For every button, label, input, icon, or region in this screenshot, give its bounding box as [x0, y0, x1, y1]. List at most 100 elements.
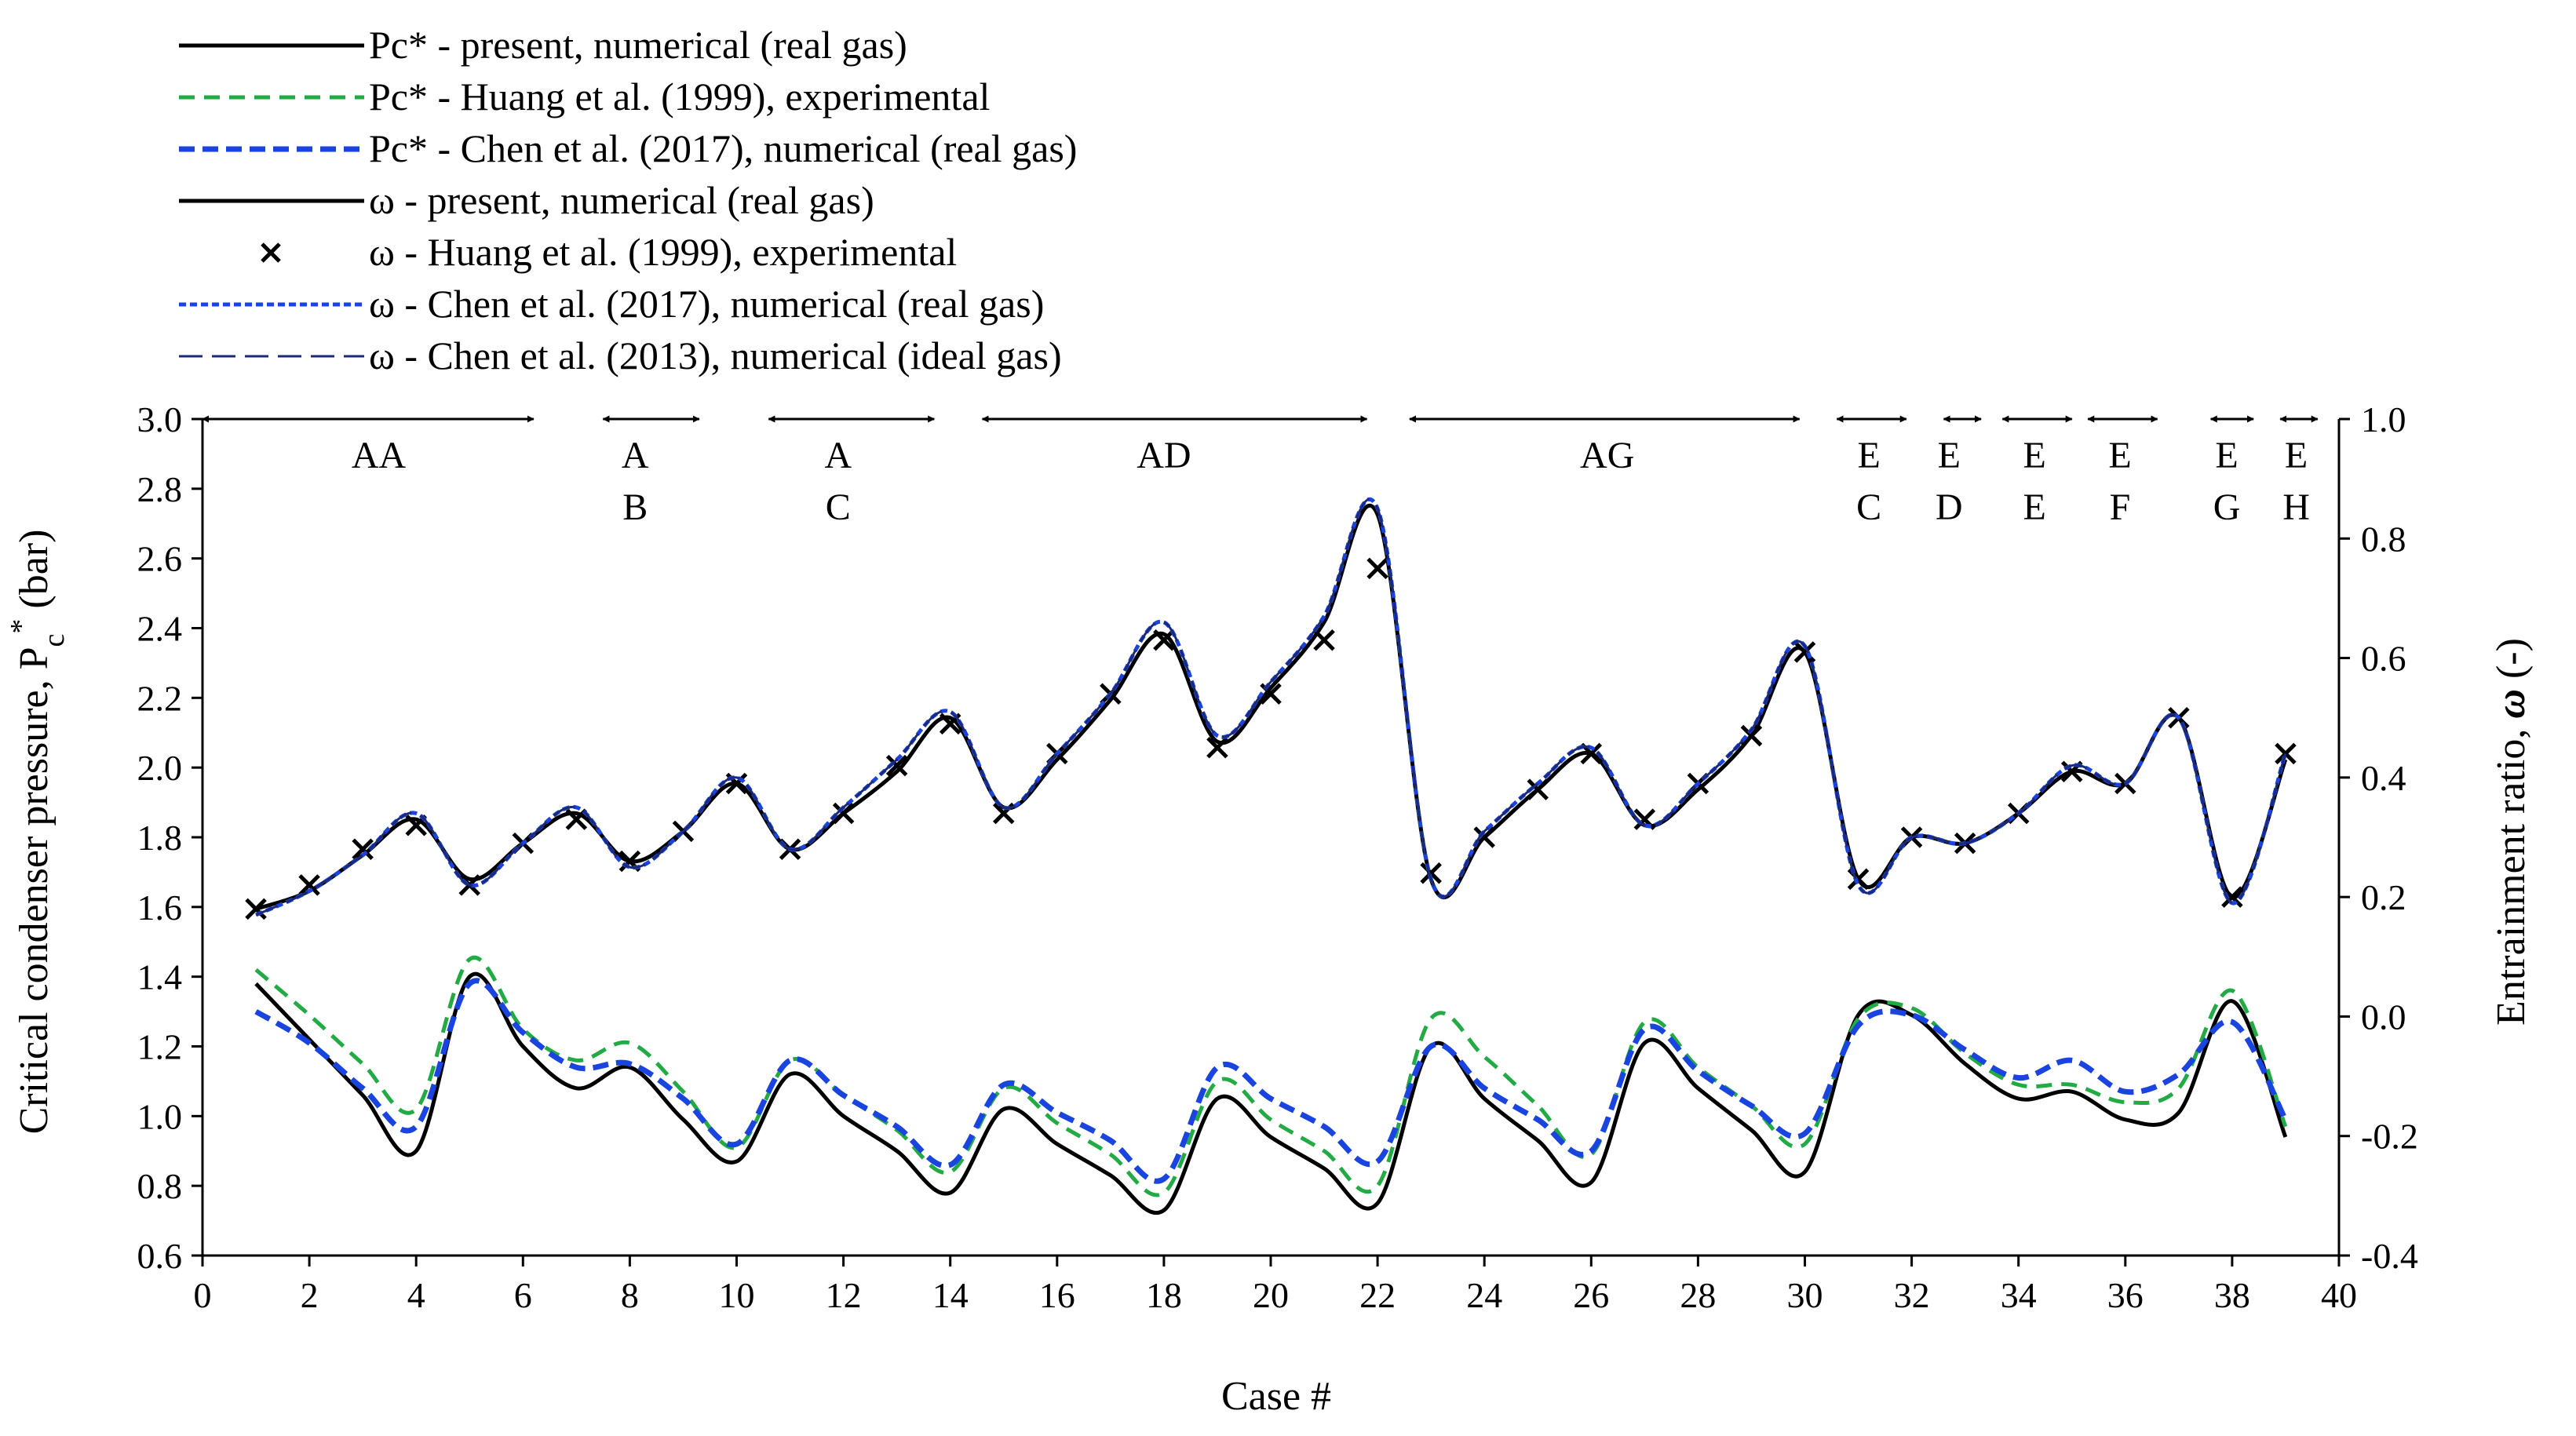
y-left-tick-label: 1.6 [137, 887, 183, 928]
data-point-case-3 [352, 838, 374, 860]
y-left-tick-label: 1.0 [137, 1096, 183, 1136]
region-label: G [2213, 487, 2241, 528]
y-left-tick-label: 2.2 [137, 678, 183, 718]
y-left-tick-label: 3.0 [137, 399, 183, 439]
y-left-tick-label: 2.8 [137, 469, 183, 509]
region-label: AD [1137, 435, 1191, 476]
series-line [255, 504, 2288, 911]
y-left-tick-label: 2.0 [137, 748, 183, 788]
y-right-tick-label: 0.4 [2361, 758, 2406, 798]
y-right-axis-title: Entrainment ratio, ω (-) [2489, 638, 2534, 1026]
legend-item-4: ω - Huang et al. (1999), experimental [261, 230, 957, 274]
series-3 [255, 504, 2288, 911]
series-line [254, 955, 2288, 1197]
data-point-case-2 [298, 874, 320, 896]
y-right-tick-label: -0.2 [2361, 1117, 2418, 1157]
x-tick-label: 28 [1680, 1275, 1716, 1315]
region-annotation: EG [2209, 415, 2255, 528]
x-marker-stroke [1847, 868, 1870, 891]
legend-item-2: Pc* - Chen et al. (2017), numerical (rea… [179, 126, 1077, 170]
x-marker-stroke [832, 802, 855, 825]
region-annotation: EF [2087, 415, 2158, 528]
x-tick-label: 2 [301, 1275, 319, 1315]
x-tick-label: 14 [932, 1275, 969, 1315]
x-marker-stroke [2275, 742, 2297, 765]
x-marker-stroke [245, 898, 267, 920]
y-left-tick-label: 1.4 [137, 957, 183, 997]
x-tick-label: 10 [719, 1275, 755, 1315]
x-marker-stroke [1633, 808, 1656, 830]
x-marker-stroke [1153, 629, 1175, 651]
legend-label: ω - Chen et al. (2013), numerical (ideal… [369, 333, 1062, 377]
x-marker-stroke [1580, 742, 1603, 765]
x-marker-stroke [885, 754, 908, 777]
data-point-case-1 [245, 898, 267, 920]
region-label: AA [352, 435, 407, 476]
x-tick-label: 24 [1466, 1275, 1502, 1315]
region-label: E [2285, 435, 2308, 476]
y-right-tick-label: -0.4 [2361, 1236, 2418, 1276]
y-right-tick-label: 0.2 [2361, 877, 2406, 917]
series-line [255, 497, 2288, 917]
legend-item-1: Pc* - Huang et al. (1999), experimental [179, 75, 990, 118]
series-1 [254, 955, 2288, 1197]
legend-label: Pc* - present, numerical (real gas) [369, 23, 907, 67]
region-label: H [2282, 487, 2310, 528]
data-point-case-12 [832, 802, 855, 825]
x-tick-label: 4 [407, 1275, 425, 1315]
region-annotation: AC [768, 415, 936, 528]
legend-item-0: Pc* - present, numerical (real gas) [179, 23, 907, 67]
region-annotation: AB [602, 415, 700, 528]
data-point-case-19 [1206, 737, 1228, 759]
data-point-case-23 [1420, 862, 1442, 884]
series-line [255, 498, 2287, 917]
legend-label: Pc* - Chen et al. (2017), numerical (rea… [369, 126, 1077, 170]
x-tick-label: 40 [2321, 1275, 2357, 1315]
x-marker-stroke [1740, 724, 1763, 747]
y-left-tick-label: 2.6 [137, 539, 183, 579]
x-marker-stroke [1793, 641, 1816, 663]
series-5 [255, 497, 2288, 917]
region-annotation: ED [1936, 415, 1982, 528]
region-label: E [1938, 435, 1961, 476]
x-marker-stroke [1206, 737, 1228, 759]
region-annotation: EC [1836, 415, 1907, 528]
x-marker-stroke [1260, 683, 1282, 705]
region-label: E [2023, 435, 2045, 476]
x-tick-label: 22 [1359, 1275, 1396, 1315]
x-marker-stroke [2221, 886, 2243, 908]
x-tick-label: 34 [2001, 1275, 2037, 1315]
region-annotation: EE [2001, 415, 2073, 528]
x-tick-label: 36 [2107, 1275, 2144, 1315]
x-tick-label: 12 [826, 1275, 862, 1315]
region-annotation: AD [981, 415, 1368, 476]
region-label: A [622, 435, 649, 476]
x-tick-label: 20 [1253, 1275, 1289, 1315]
series-6 [255, 498, 2287, 917]
y-left-tick-label: 0.8 [137, 1166, 183, 1206]
region-annotation: AA [202, 415, 535, 476]
region-label: A [824, 435, 852, 476]
x-marker-stroke [261, 242, 281, 263]
region-label: B [622, 487, 648, 528]
x-tick-label: 38 [2214, 1275, 2250, 1315]
series-2 [254, 978, 2289, 1184]
region-label: AG [1580, 435, 1634, 476]
y-right-tick-label: 0.0 [2361, 997, 2406, 1037]
series-4 [245, 557, 2297, 920]
x-marker-stroke [1473, 826, 1495, 848]
data-point-case-13 [885, 754, 908, 777]
data-point-case-24 [1473, 826, 1495, 848]
x-axis-title: Case # [1221, 1374, 1331, 1419]
region-label: C [1856, 487, 1881, 528]
data-point-case-18 [1153, 629, 1175, 651]
legend-item-6: ω - Chen et al. (2013), numerical (ideal… [179, 333, 1062, 377]
y-right-tick-label: 0.8 [2361, 519, 2406, 559]
x-tick-label: 30 [1787, 1275, 1823, 1315]
x-tick-label: 26 [1573, 1275, 1609, 1315]
axis-titles: Case # Critical condenser pressure, Pc* … [5, 530, 2534, 1419]
x-marker-stroke [1366, 557, 1388, 580]
legend-item-5: ω - Chen et al. (2017), numerical (real … [179, 282, 1044, 326]
